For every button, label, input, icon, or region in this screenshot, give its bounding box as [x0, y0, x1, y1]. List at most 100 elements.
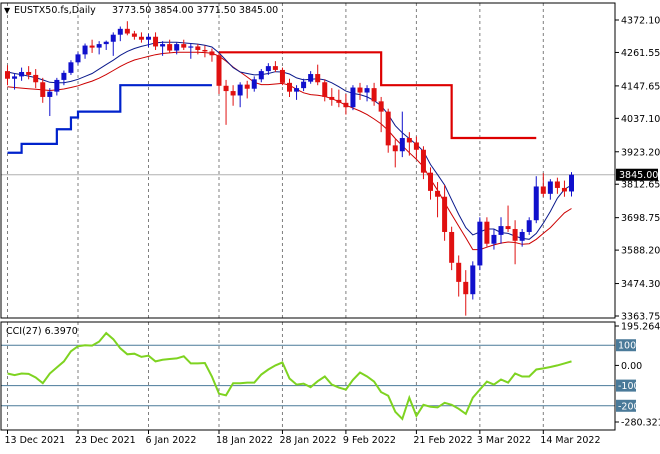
candle-down: [336, 90, 341, 108]
candle-down: [358, 83, 363, 100]
candle-body: [118, 29, 123, 35]
candle-body: [195, 46, 200, 50]
candle-body: [569, 175, 574, 192]
x-tick-label: 21 Feb 2022: [413, 435, 472, 446]
candle-body: [463, 282, 468, 294]
candle-down: [407, 132, 412, 155]
cci-tick-label: 195.2642: [621, 322, 660, 333]
candle-down: [449, 227, 454, 270]
candle-body: [12, 76, 17, 78]
candle-body: [336, 100, 341, 103]
candle-down: [555, 178, 560, 194]
candle-down: [414, 137, 419, 159]
cci-panel: [1, 333, 615, 419]
candle-up: [83, 44, 88, 59]
candle-body: [287, 83, 292, 92]
candle-body: [400, 138, 405, 151]
candle-down: [153, 32, 158, 50]
candle-body: [350, 88, 355, 108]
candle-up: [54, 78, 59, 96]
candle-down: [428, 167, 433, 199]
candle-down: [26, 66, 31, 79]
candle-up: [104, 41, 109, 50]
candle-body: [329, 97, 334, 100]
candle-up: [534, 176, 539, 223]
candle-down: [125, 21, 130, 35]
candle-up: [294, 85, 299, 100]
candle-body: [217, 55, 222, 86]
candle-body: [520, 232, 525, 241]
stop-lines: [8, 52, 537, 152]
candle-body: [188, 46, 193, 47]
candle-body: [252, 79, 257, 88]
axes: 4372.104261.554147.654037.103923.203812.…: [5, 16, 660, 447]
candle-down: [322, 79, 327, 101]
candle-body: [76, 54, 81, 62]
candle-down: [245, 81, 250, 99]
candle-body: [132, 34, 137, 37]
candle-body: [231, 91, 236, 95]
candle-up: [188, 44, 193, 59]
candle-down: [463, 270, 468, 316]
chevron-down-icon: ▼: [4, 6, 11, 15]
candle-body: [224, 86, 229, 91]
candle-body: [68, 62, 73, 73]
candle-body: [104, 42, 109, 44]
cci-tick-label: -280.3219: [621, 418, 660, 429]
candle-down: [541, 173, 546, 196]
candle-body: [491, 235, 496, 244]
price-tick-label: 4147.65: [621, 81, 660, 92]
candle-body: [308, 74, 313, 82]
candle-up: [365, 85, 370, 101]
candle-body: [33, 75, 38, 82]
ma-fast-line: [8, 42, 572, 239]
candle-body: [513, 229, 518, 241]
x-tick-label: 14 Mar 2022: [540, 435, 600, 446]
price-tick-label: 3923.20: [621, 147, 660, 158]
candle-body: [407, 138, 412, 142]
candle-down: [33, 69, 38, 88]
candle-body: [343, 103, 348, 107]
candle-body: [40, 82, 45, 97]
candle-down: [5, 65, 10, 85]
candle-body: [435, 191, 440, 197]
candle-up: [111, 32, 116, 55]
candle-body: [541, 186, 546, 193]
price-tick-label: 3812.65: [621, 180, 660, 191]
candle-down: [421, 146, 426, 179]
candle-up: [118, 26, 123, 41]
candle-body: [386, 112, 391, 146]
grid: [1, 3, 615, 430]
candle-up: [569, 172, 574, 196]
candle-body: [97, 44, 102, 48]
candle-body: [322, 82, 327, 97]
candle-body: [358, 88, 363, 93]
cci-label: CCI(27) 6.3970: [6, 326, 78, 337]
ohlc-values: 3773.50 3854.00 3771.50 3845.00: [112, 5, 278, 16]
candle-body: [167, 44, 172, 50]
price-tick-label: 3474.30: [621, 279, 660, 290]
candle-body: [146, 37, 151, 40]
candle-body: [428, 173, 433, 191]
candle-down: [231, 85, 236, 106]
candle-down: [209, 49, 214, 62]
stop-line-low: [8, 85, 212, 153]
candle-down: [287, 79, 292, 97]
candle-body: [181, 44, 186, 48]
candle-body: [111, 35, 116, 42]
candle-up: [47, 88, 52, 116]
x-tick-label: 9 Feb 2022: [343, 435, 396, 446]
candle-body: [153, 37, 158, 47]
candle-up: [238, 82, 243, 107]
candle-up: [97, 41, 102, 54]
candle-body: [470, 265, 475, 294]
candle-body: [174, 44, 179, 50]
candle-body: [294, 88, 299, 92]
candle-down: [315, 65, 320, 86]
candle-up: [350, 85, 355, 110]
candle-down: [40, 78, 45, 103]
candle-body: [26, 72, 31, 75]
candle-body: [238, 85, 243, 96]
candle-down: [442, 185, 447, 241]
candle-body: [393, 145, 398, 151]
